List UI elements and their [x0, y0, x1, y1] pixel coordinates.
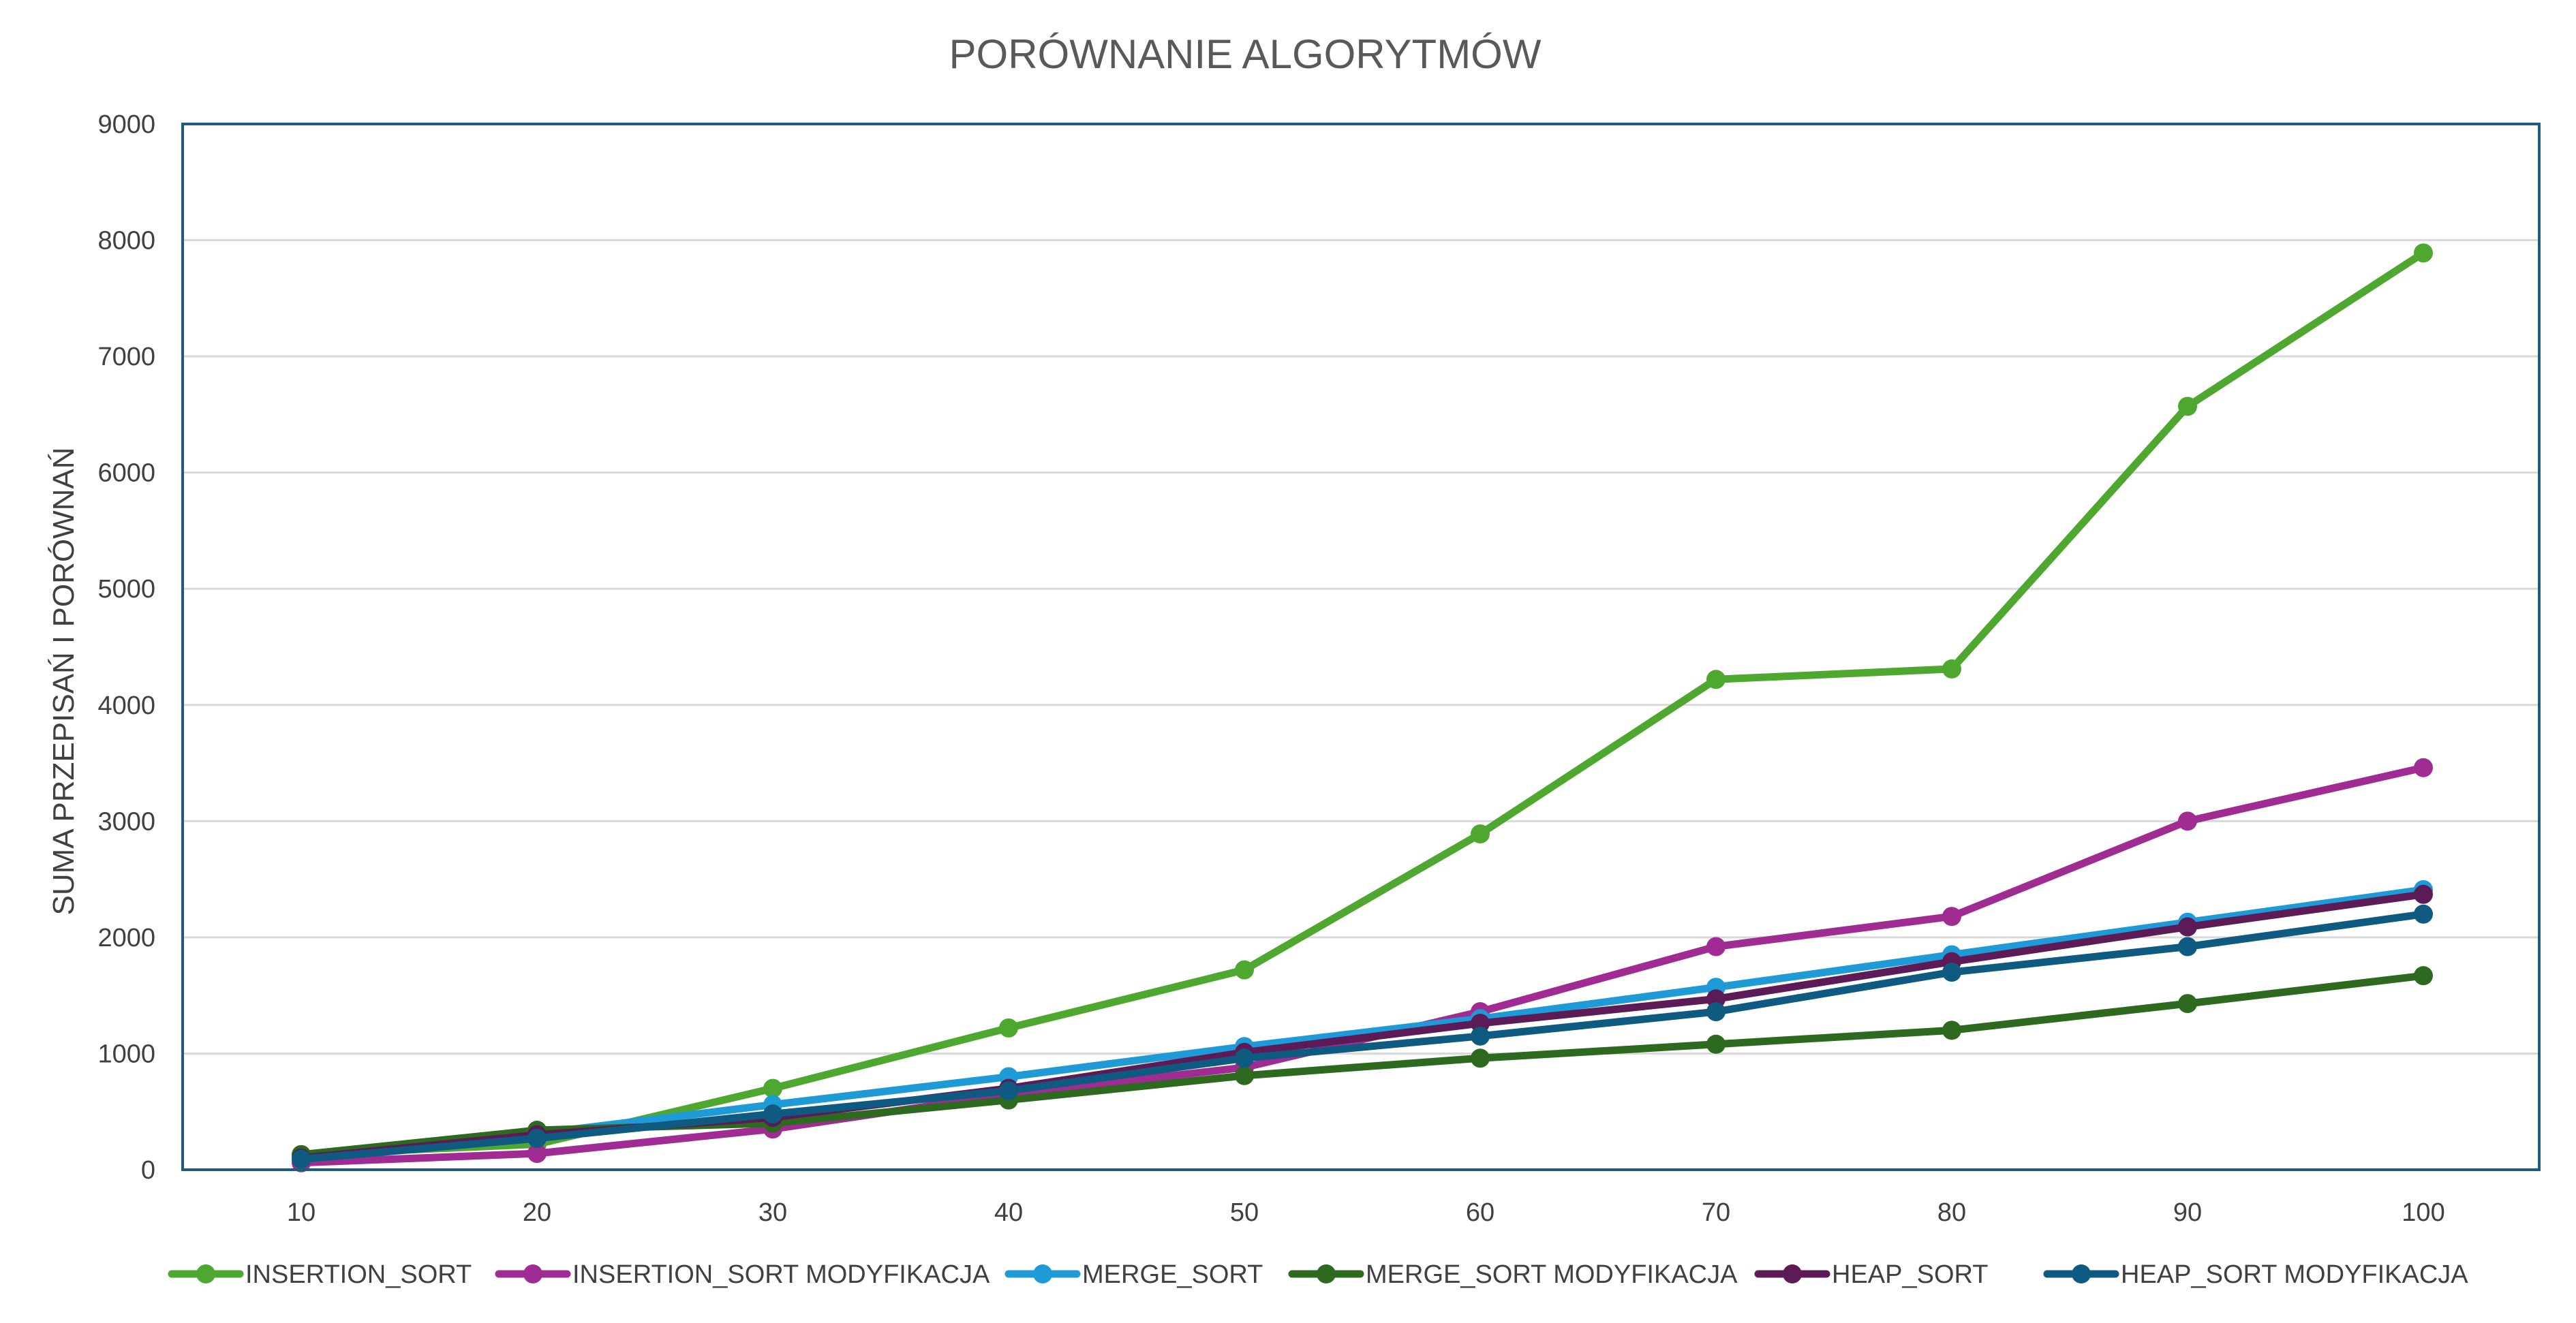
data-point	[1706, 1034, 1726, 1054]
legend-item: MERGE_SORT MODYFIKACJA	[1288, 1260, 1738, 1289]
legend-label: HEAP_SORT MODYFIKACJA	[2121, 1260, 2468, 1289]
data-point	[1706, 1002, 1726, 1022]
y-tick-label: 9000	[97, 110, 155, 139]
data-point	[1235, 1048, 1254, 1068]
data-point	[1942, 659, 1961, 679]
y-tick-label: 1000	[97, 1040, 155, 1068]
series-insertion-sort	[292, 243, 2433, 1164]
legend-item: HEAP_SORT	[1754, 1260, 1988, 1289]
legend-marker	[1033, 1264, 1052, 1283]
series-line	[297, 910, 2427, 1164]
y-tick-label: 3000	[97, 807, 155, 836]
data-point	[1706, 937, 1726, 956]
data-point	[2414, 884, 2433, 904]
legend-marker	[1783, 1264, 1802, 1283]
data-point	[1942, 907, 1961, 927]
x-tick-label: 10	[287, 1198, 316, 1227]
y-tick-label: 8000	[97, 227, 155, 255]
legend-marker	[2072, 1264, 2091, 1283]
x-tick-label: 20	[523, 1198, 551, 1227]
legend-label: MERGE_SORT	[1082, 1260, 1263, 1289]
legend-marker	[1317, 1264, 1336, 1283]
x-tick-label: 100	[2402, 1198, 2444, 1227]
data-point	[527, 1128, 547, 1148]
y-tick-label: 0	[141, 1156, 155, 1185]
chart-title: PORÓWNANIE ALGORYTMÓW	[949, 31, 1542, 77]
data-point	[999, 1081, 1018, 1101]
data-point	[1235, 960, 1254, 980]
data-point	[763, 1078, 782, 1098]
data-point	[2414, 758, 2433, 777]
data-point	[1471, 1026, 1490, 1046]
data-point	[527, 1144, 547, 1164]
data-point	[999, 1018, 1018, 1038]
legend-item: INSERTION_SORT	[168, 1260, 472, 1289]
x-tick-label: 40	[994, 1198, 1023, 1227]
series-merge-sort	[292, 880, 2433, 1166]
legend-item: INSERTION_SORT MODYFIKACJA	[495, 1260, 990, 1289]
y-tick-label: 6000	[97, 459, 155, 488]
legend-label: HEAP_SORT	[1832, 1260, 1988, 1289]
data-point	[2178, 937, 2197, 956]
legend-item: HEAP_SORT MODYFIKACJA	[2043, 1260, 2468, 1289]
x-tick-label: 50	[1230, 1198, 1259, 1227]
data-point	[763, 1104, 782, 1124]
y-tick-label: 7000	[97, 343, 155, 371]
x-tick-label: 30	[758, 1198, 787, 1227]
x-tick-label: 60	[1466, 1198, 1494, 1227]
series-lines	[292, 243, 2433, 1172]
y-axis-ticks: 0 1000 2000 3000 4000 5000 6000 7000 8000 9000	[97, 110, 155, 1185]
x-axis-ticks: 10 20 30 40 50 60 70 80 90 100	[287, 1198, 2445, 1227]
legend-label: INSERTION_SORT MODYFIKACJA	[572, 1260, 990, 1289]
legend: INSERTION_SORT INSERTION_SORT MODYFIKACJA…	[168, 1260, 2468, 1289]
legend-marker	[523, 1264, 542, 1283]
data-point	[2414, 243, 2433, 263]
legend-marker	[196, 1264, 215, 1283]
x-tick-label: 80	[1937, 1198, 1966, 1227]
legend-label: INSERTION_SORT	[245, 1260, 472, 1289]
data-point	[1942, 963, 1961, 982]
data-point	[1942, 1021, 1961, 1040]
legend-label: MERGE_SORT MODYFIKACJA	[1366, 1260, 1738, 1289]
series-line	[297, 886, 2427, 1160]
data-point	[2178, 994, 2197, 1014]
data-point	[2414, 904, 2433, 924]
y-tick-label: 2000	[97, 924, 155, 952]
y-axis-title: SUMA PRZEPISAŃ I PORÓWNAŃ	[47, 448, 80, 916]
legend-item: MERGE_SORT	[1005, 1260, 1263, 1289]
series-line	[297, 764, 2427, 1167]
data-point	[2178, 396, 2197, 416]
y-tick-label: 4000	[97, 691, 155, 720]
data-point	[1235, 1065, 1254, 1085]
y-tick-label: 5000	[97, 575, 155, 604]
x-tick-label: 90	[2173, 1198, 2202, 1227]
plot-area-border	[181, 123, 2541, 1171]
data-point	[2178, 811, 2197, 831]
data-point	[1471, 1048, 1490, 1068]
data-point	[1706, 670, 1726, 689]
data-point	[1471, 824, 1490, 844]
data-point	[2414, 966, 2433, 986]
x-tick-label: 70	[1702, 1198, 1730, 1227]
series-line	[297, 249, 2427, 1159]
series-merge-sort-modyfikacja	[292, 966, 2433, 1164]
series-heap-sort-modyfikacja	[292, 904, 2433, 1169]
data-point	[292, 1149, 311, 1169]
data-point	[2178, 917, 2197, 937]
